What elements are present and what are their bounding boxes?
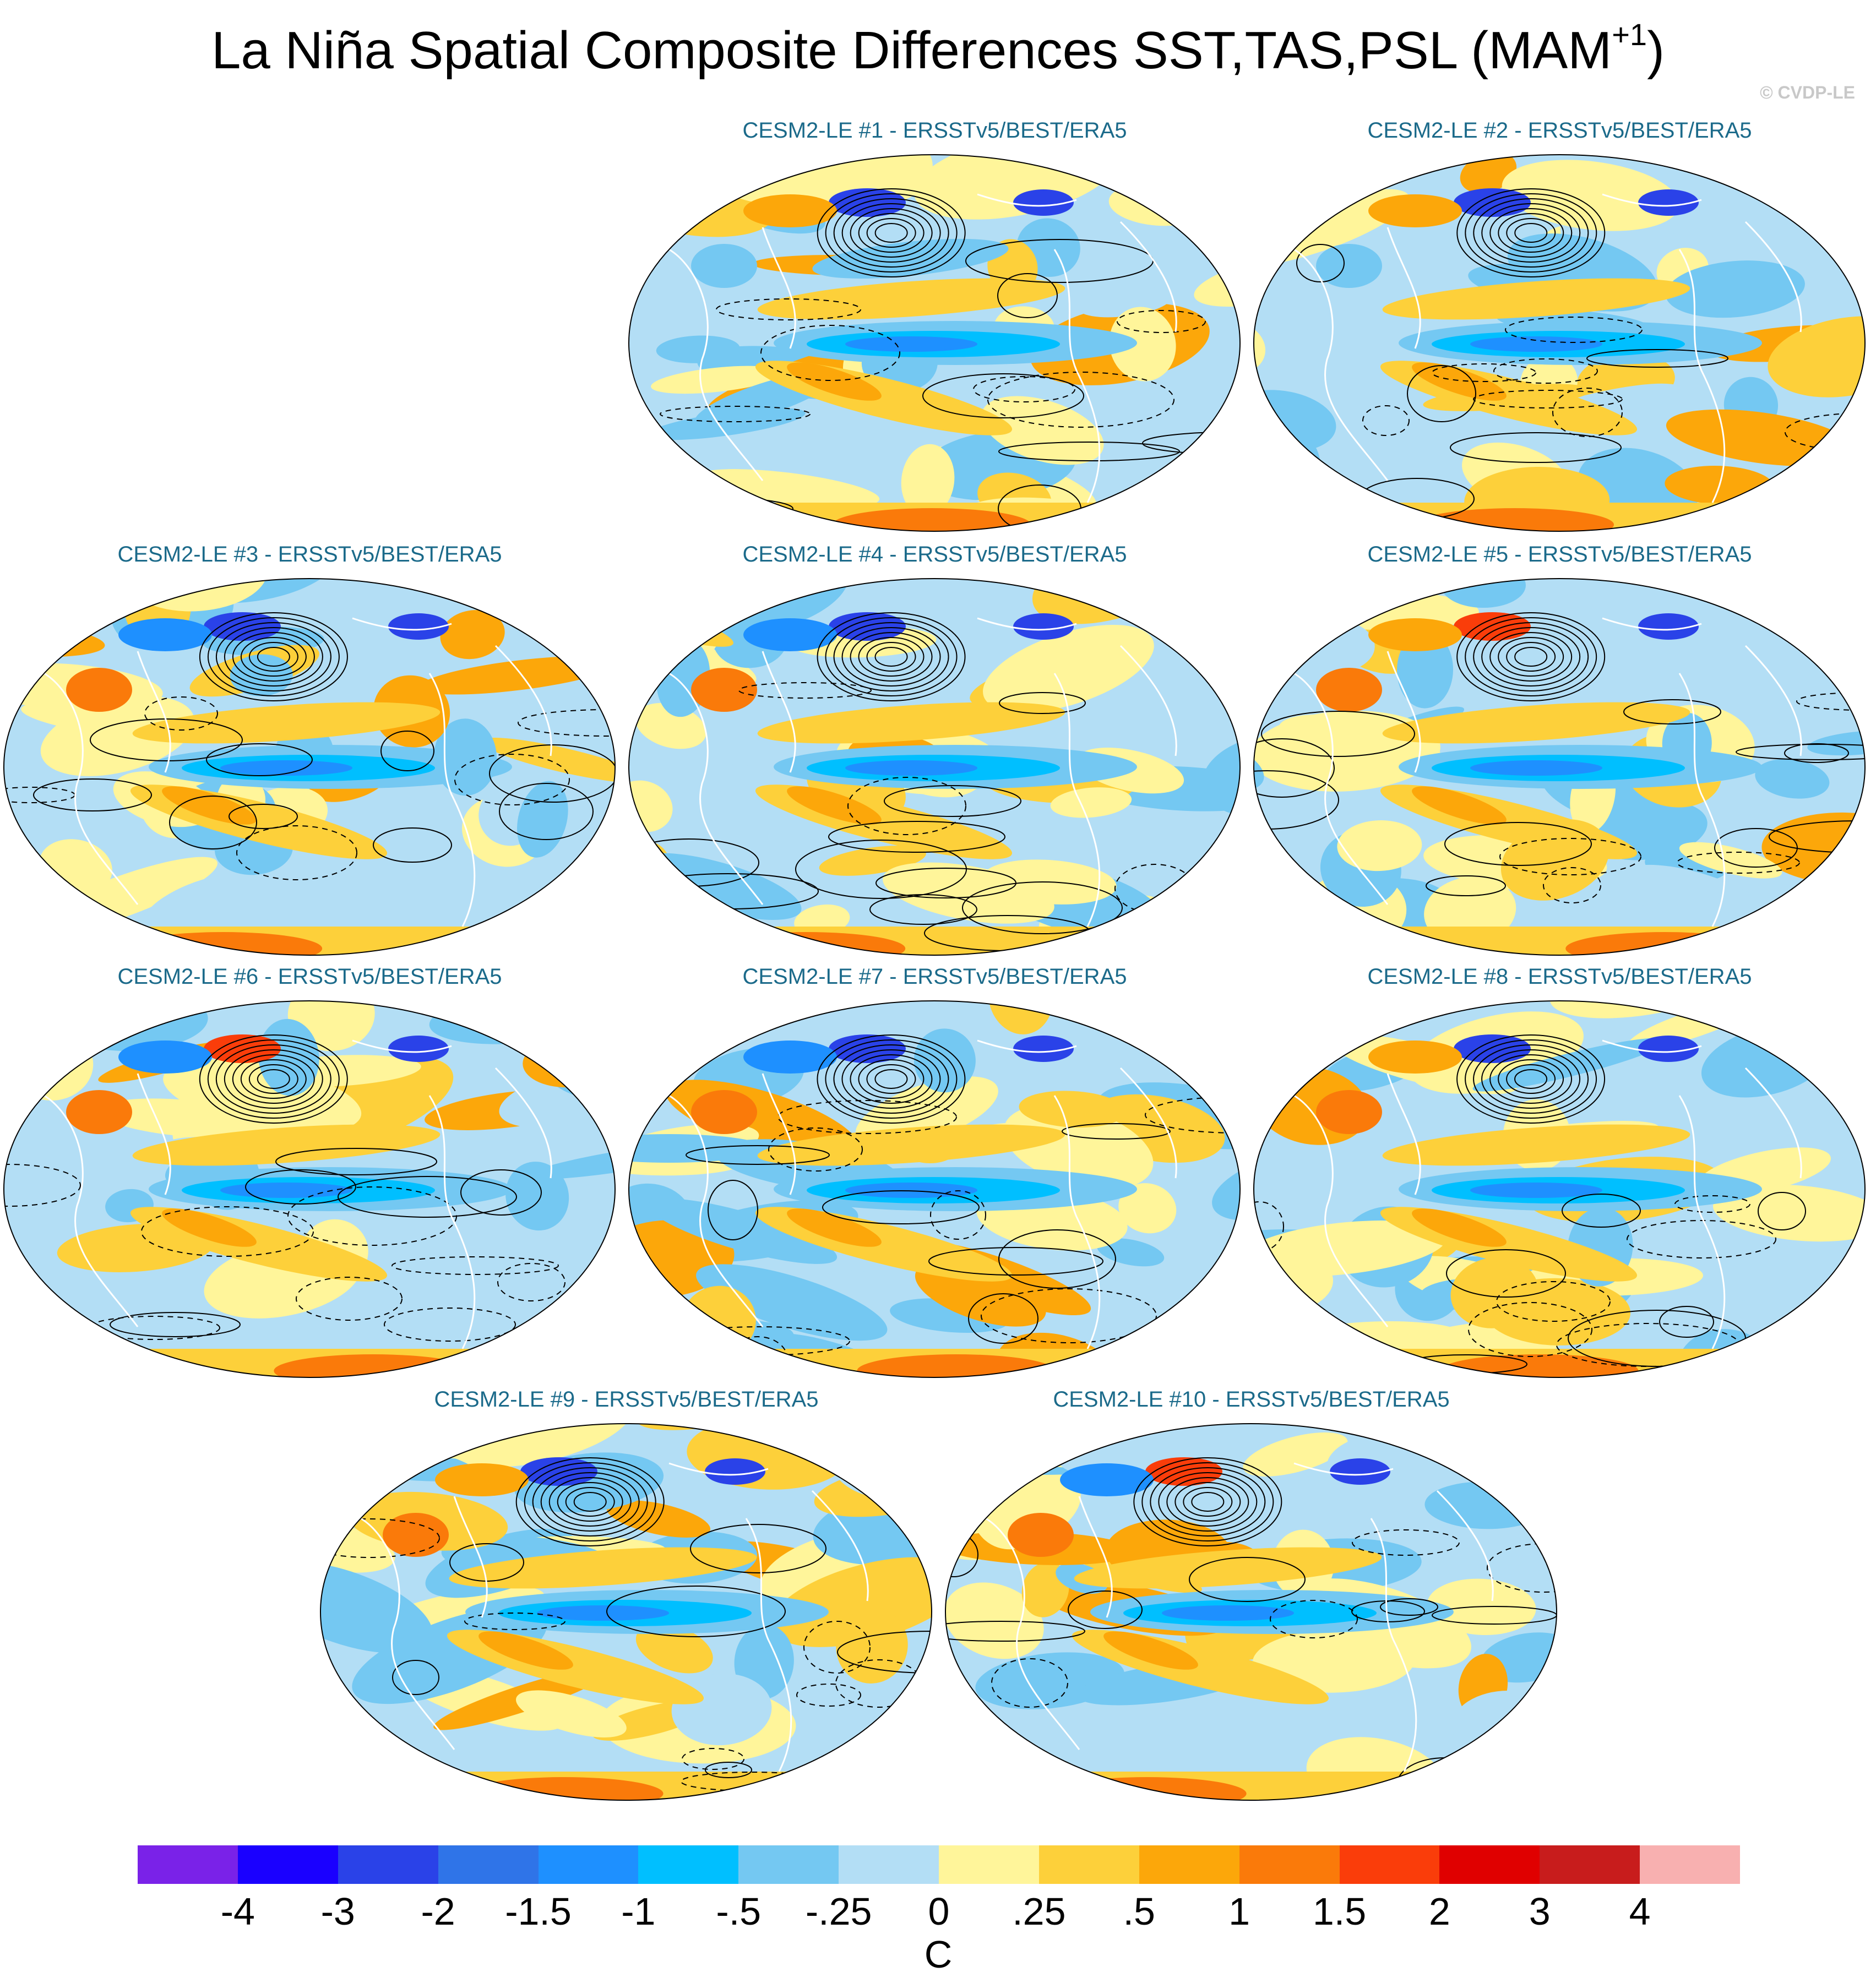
panel-title: CESM2-LE #10 - ERSSTv5/BEST/ERA5 (1053, 1387, 1450, 1412)
colorbar-box (138, 1845, 238, 1884)
map-plot (1253, 578, 1866, 956)
map-plot (1253, 1000, 1866, 1378)
colorbar-tick-label: 2 (1428, 1890, 1450, 1933)
figure-title: La Niña Spatial Composite Differences SS… (211, 17, 1665, 80)
map-plot (945, 1423, 1557, 1801)
colorbar-tick-label: -2 (421, 1890, 455, 1933)
colorbar-box (638, 1845, 739, 1884)
colorbar-tick-label: -1 (621, 1890, 656, 1933)
colorbar-tick-label: 0 (928, 1890, 950, 1933)
colorbar-tick-label: -3 (320, 1890, 355, 1933)
colorbar-tick-label: -1.5 (505, 1890, 572, 1933)
panel-title: CESM2-LE #2 - ERSSTv5/BEST/ERA5 (1367, 118, 1752, 143)
panel-title: CESM2-LE #1 - ERSSTv5/BEST/ERA5 (742, 118, 1127, 143)
colorbar-box (1540, 1845, 1640, 1884)
map-plot (628, 154, 1241, 532)
colorbar-tick-label: -.5 (716, 1890, 762, 1933)
colorbar-box (738, 1845, 839, 1884)
colorbar-tick-label: -.25 (805, 1890, 872, 1933)
colorbar-tick-label: .5 (1123, 1890, 1155, 1933)
colorbar-tick-label: .25 (1012, 1890, 1066, 1933)
map-plot (3, 578, 616, 956)
panel-title: CESM2-LE #4 - ERSSTv5/BEST/ERA5 (742, 542, 1127, 566)
colorbar-box (538, 1845, 639, 1884)
map-plot (320, 1423, 932, 1801)
colorbar-box (338, 1845, 438, 1884)
panel-title: CESM2-LE #7 - ERSSTv5/BEST/ERA5 (742, 965, 1127, 989)
panel-title: CESM2-LE #5 - ERSSTv5/BEST/ERA5 (1367, 542, 1752, 566)
colorbar-tick-label: 4 (1629, 1890, 1651, 1933)
colorbar-tick-label: -4 (220, 1890, 255, 1933)
colorbar-box (939, 1845, 1039, 1884)
watermark: © CVDP-LE (1760, 83, 1855, 102)
colorbar-box (237, 1845, 338, 1884)
panel-title: CESM2-LE #9 - ERSSTv5/BEST/ERA5 (434, 1387, 819, 1412)
colorbar-box (1239, 1845, 1340, 1884)
map-plot (1253, 154, 1866, 532)
map-plot (628, 1000, 1241, 1378)
colorbar-box (839, 1845, 939, 1884)
colorbar-tick-label: 1 (1228, 1890, 1250, 1933)
panel-title: CESM2-LE #8 - ERSSTv5/BEST/ERA5 (1367, 965, 1752, 989)
colorbar-box (1640, 1845, 1740, 1884)
colorbar-units: C (924, 1933, 953, 1976)
colorbar-tick-label: 3 (1529, 1890, 1551, 1933)
colorbar-tick-label: 1.5 (1312, 1890, 1367, 1933)
colorbar-box (1339, 1845, 1440, 1884)
panel-title: CESM2-LE #3 - ERSSTv5/BEST/ERA5 (117, 542, 502, 566)
panel-title: CESM2-LE #6 - ERSSTv5/BEST/ERA5 (117, 965, 502, 989)
colorbar-box (1439, 1845, 1540, 1884)
map-plot (3, 1000, 616, 1378)
colorbar-box (1139, 1845, 1239, 1884)
colorbar-box (438, 1845, 539, 1884)
colorbar (138, 1845, 1740, 1884)
map-plot (628, 578, 1241, 956)
colorbar-box (1038, 1845, 1139, 1884)
